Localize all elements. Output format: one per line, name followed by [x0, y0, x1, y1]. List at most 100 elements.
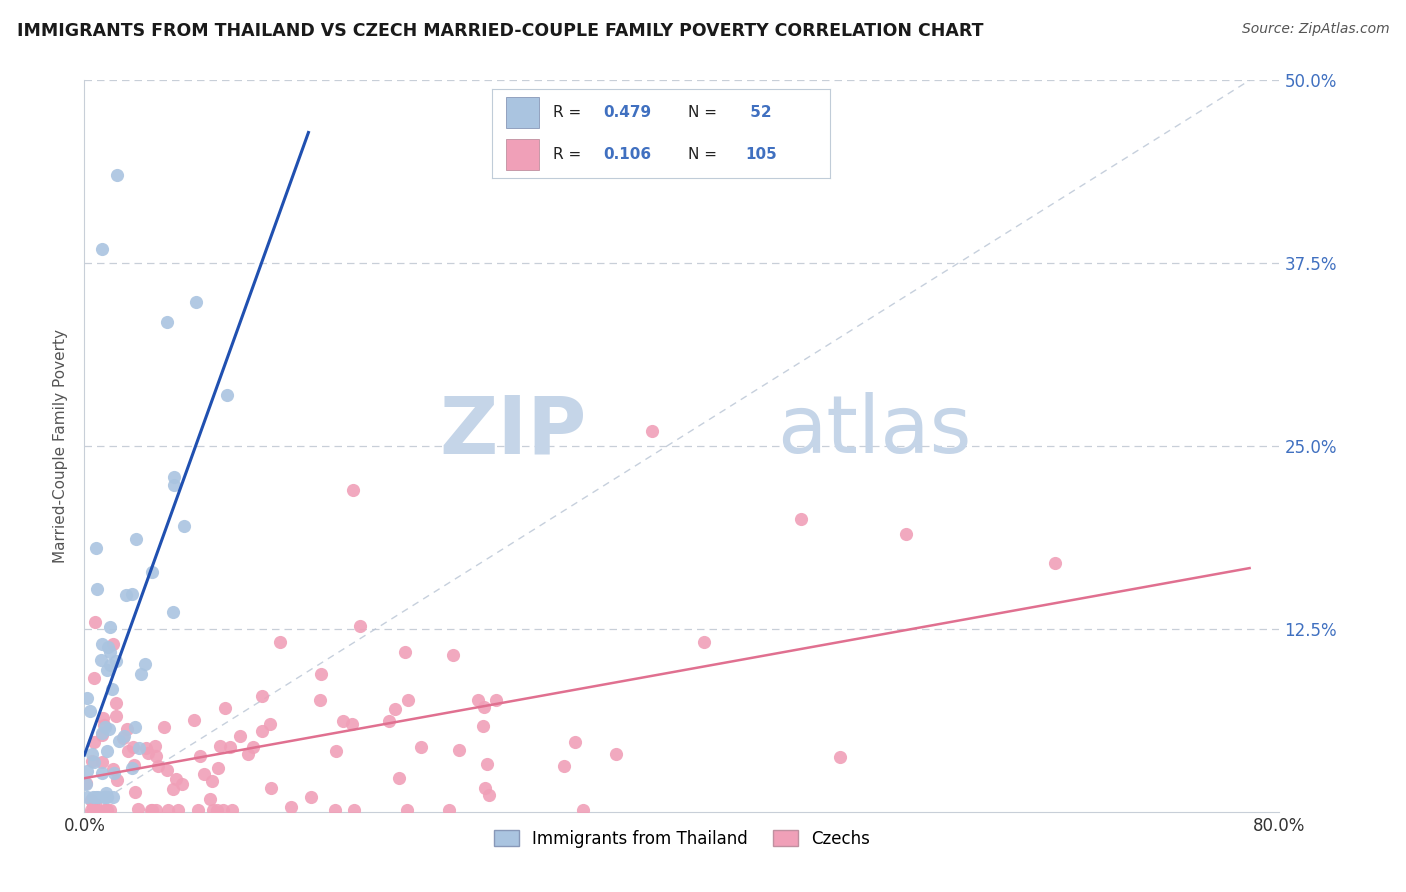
Point — [437, 803, 460, 817]
Point — [83, 671, 105, 685]
Point — [472, 700, 495, 714]
Point — [94, 720, 117, 734]
Y-axis label: Married-Couple Family Poverty: Married-Couple Family Poverty — [53, 329, 69, 563]
Point — [242, 739, 264, 754]
Point — [128, 741, 150, 756]
Point — [384, 702, 406, 716]
Point — [94, 785, 117, 799]
Point — [153, 720, 176, 734]
Point — [75, 775, 97, 789]
Point — [214, 700, 236, 714]
Point — [172, 777, 194, 791]
Point — [207, 803, 229, 817]
Point — [186, 295, 208, 310]
Point — [82, 797, 104, 812]
Point — [395, 803, 418, 817]
Point — [86, 582, 108, 596]
Point — [96, 663, 118, 677]
Point — [467, 693, 489, 707]
Point — [124, 721, 146, 735]
Point — [325, 744, 347, 758]
Point — [219, 739, 242, 754]
Point — [145, 748, 167, 763]
Point — [340, 717, 363, 731]
Text: Source: ZipAtlas.com: Source: ZipAtlas.com — [1241, 22, 1389, 37]
Point — [193, 767, 215, 781]
Point — [84, 541, 107, 556]
Point — [349, 618, 371, 632]
Point — [98, 658, 121, 673]
Point — [269, 635, 291, 649]
Point — [572, 803, 595, 817]
Point — [122, 758, 145, 772]
Point — [82, 754, 104, 768]
Point — [91, 726, 114, 740]
Point — [485, 693, 508, 707]
Point — [325, 803, 347, 817]
Point — [221, 803, 243, 817]
Point — [236, 747, 259, 762]
Text: 0.479: 0.479 — [603, 105, 651, 120]
Point — [259, 780, 281, 795]
Point — [828, 749, 851, 764]
Point — [605, 747, 627, 762]
Point — [79, 704, 101, 718]
Point — [90, 653, 112, 667]
Point — [145, 803, 167, 817]
Point — [394, 644, 416, 658]
Point — [332, 714, 354, 728]
Point — [121, 761, 143, 775]
Point — [91, 711, 114, 725]
Point — [309, 693, 332, 707]
Point — [212, 803, 235, 817]
Point — [1045, 556, 1067, 570]
FancyBboxPatch shape — [506, 139, 540, 170]
Point — [641, 425, 664, 439]
Point — [250, 690, 273, 704]
Point — [280, 800, 302, 814]
Point — [90, 755, 112, 769]
Point — [173, 519, 195, 533]
Point — [146, 759, 169, 773]
Point — [96, 803, 118, 817]
Point — [162, 782, 184, 797]
Point — [474, 781, 496, 796]
Point — [163, 470, 186, 484]
Point — [141, 565, 163, 579]
Point — [166, 803, 188, 817]
Point — [441, 648, 464, 663]
Point — [165, 772, 187, 787]
Point — [894, 526, 917, 541]
Point — [103, 790, 125, 805]
Point — [91, 242, 114, 256]
Point — [125, 532, 148, 546]
Point — [145, 739, 167, 754]
Text: R =: R = — [553, 105, 586, 120]
Point — [564, 735, 586, 749]
Point — [112, 729, 135, 743]
Point — [156, 764, 179, 778]
Point — [115, 722, 138, 736]
Point — [112, 731, 135, 745]
Point — [76, 790, 98, 805]
Point — [478, 788, 501, 802]
Point — [105, 772, 128, 787]
Point — [97, 722, 120, 736]
Text: 105: 105 — [745, 147, 778, 161]
Text: R =: R = — [553, 147, 586, 161]
Point — [105, 169, 128, 183]
Point — [183, 713, 205, 727]
Point — [90, 728, 112, 742]
Point — [80, 793, 103, 807]
Point — [299, 789, 322, 804]
Point — [129, 667, 152, 681]
Point — [98, 645, 121, 659]
Point — [93, 718, 115, 732]
Point — [163, 478, 186, 492]
Point — [155, 315, 177, 329]
Point — [101, 681, 124, 696]
Point — [96, 790, 118, 805]
Point — [693, 634, 716, 648]
Point — [122, 739, 145, 754]
Text: 0.106: 0.106 — [603, 147, 651, 161]
